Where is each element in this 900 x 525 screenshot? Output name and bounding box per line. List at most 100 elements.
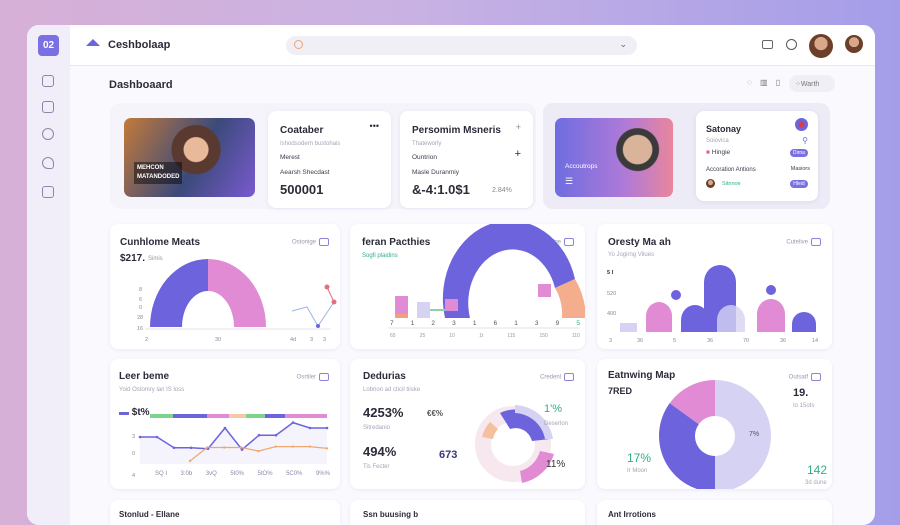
donut-segment-orange — [482, 422, 498, 439]
card-label: Masle Duranmiy — [412, 169, 459, 176]
search-input[interactable]: ⌄ — [286, 36, 637, 55]
palette-icon[interactable] — [42, 128, 54, 140]
donut-slice — [715, 380, 771, 489]
item-avatar — [706, 179, 715, 188]
card-subtitle: Thateworly — [412, 141, 442, 147]
data-point — [291, 445, 294, 448]
x-tick: 36 — [780, 338, 786, 344]
page-title: Dashboaard — [109, 79, 173, 91]
status-pill[interactable]: Hleid — [790, 180, 808, 188]
gauge-segment-pink — [208, 259, 266, 327]
screen-share-icon[interactable] — [762, 40, 773, 49]
more-icon[interactable]: ••• — [369, 121, 379, 131]
widget-bottom-1: Stonlud - Ellane — [110, 500, 340, 525]
data-point — [257, 433, 261, 437]
report-icon[interactable] — [42, 186, 54, 198]
hero-image[interactable]: MEHCON MATANDODED — [124, 118, 255, 197]
widget-title: Dedurias — [363, 371, 406, 382]
gauge-segment-purple — [150, 259, 208, 327]
leer-chart: 3 0 4 — [132, 414, 329, 479]
bar — [445, 299, 458, 311]
settings-icon[interactable] — [786, 39, 797, 50]
trend-line — [291, 301, 335, 327]
stat-label: Deserlon — [544, 421, 569, 427]
x-tick: 6 — [493, 320, 498, 327]
x-tick: 3 — [310, 337, 313, 343]
widget-title: Leer beme — [119, 371, 170, 382]
stat-value: 1'% — [544, 403, 562, 415]
x-tick: 3 — [452, 320, 456, 327]
chevron-down-icon[interactable]: ⌄ — [619, 39, 627, 49]
widget-bottom-2: Ssn buusing b — [350, 500, 585, 525]
top-header: Ceshbolaap ⌄ — [70, 25, 875, 66]
oresty-chart: 5 I 520 400 3 36 5 36 70 36 14 — [607, 265, 818, 344]
widget-bottom-3: Ant Irrotions — [597, 500, 832, 525]
x-tick: 36 — [637, 338, 643, 344]
secondary-avatar[interactable] — [845, 35, 863, 53]
stat-side: €€% — [427, 409, 444, 418]
document-icon[interactable]: ▯ — [775, 78, 781, 87]
widget-map: Eatnwing Map Outsatf 7RED 19. Io 15ots 7… — [597, 359, 832, 489]
widget-subtitle: 7RED — [608, 386, 633, 396]
promo-image[interactable]: Accoutrops ☰ — [555, 118, 673, 197]
data-point — [240, 448, 244, 451]
y-tick: 3 — [132, 434, 135, 440]
calendar-icon[interactable] — [42, 75, 54, 87]
add-icon[interactable]: + — [515, 122, 521, 132]
x-tick: 2 — [145, 337, 148, 343]
record-icon[interactable] — [795, 118, 808, 131]
widget-action[interactable]: Osrtiler — [297, 373, 329, 381]
card-title: Persomim Msneris — [412, 125, 501, 136]
widget-action[interactable]: Credenl — [540, 373, 574, 381]
x-tick: 5 — [576, 320, 580, 327]
widget-subtitle: Yoid Ostomry lan IS loss — [119, 387, 185, 393]
widget-action[interactable]: Cutelive — [786, 238, 821, 246]
status-pill[interactable]: Dirna — [790, 149, 808, 157]
stat-value: 19. — [793, 387, 809, 399]
x-tick: 3 — [534, 320, 539, 327]
stat-label: 3d dune — [805, 480, 827, 486]
data-point — [189, 446, 193, 450]
x-tick: 9 — [555, 320, 560, 327]
legend-band — [229, 414, 246, 418]
data-point — [325, 426, 329, 430]
card-label: Merest — [280, 154, 300, 161]
chart-icon[interactable]: ▥ — [760, 78, 768, 87]
legend-band — [246, 414, 265, 418]
user-avatar[interactable] — [809, 34, 833, 58]
arc-segment-orange — [555, 279, 585, 318]
item-label: Hingie — [711, 149, 731, 156]
toolbar-search[interactable]: ⁘Warth — [789, 75, 835, 92]
users-icon[interactable] — [42, 101, 54, 113]
user-search-icon[interactable]: ⚲ — [802, 136, 808, 145]
trend-point — [331, 299, 337, 305]
x-tick: 1 — [514, 320, 518, 327]
stat-value: 494% — [363, 444, 397, 459]
data-point — [223, 426, 227, 430]
bubble-bar — [646, 302, 672, 332]
stat-label: Tis Fecter — [363, 464, 390, 470]
card-satonay: Satonay ⚲ Soiovica ■ Hingie Dirna Accora… — [696, 111, 818, 201]
widget-oresty: Oresty Ma ah Cutelive Yo Jogirng Vilues … — [597, 224, 832, 349]
trend-point — [324, 284, 330, 290]
stat-value: 11% — [546, 459, 566, 470]
workspace-badge[interactable]: 02 — [38, 35, 59, 56]
key-icon[interactable] — [42, 157, 54, 169]
widget-title: feran Pacthies — [362, 237, 431, 248]
add-icon[interactable]: + — [514, 148, 521, 160]
refresh-icon[interactable]: ◌ — [747, 78, 752, 87]
legend-band — [150, 414, 173, 418]
menu-icon[interactable]: ☰ — [565, 176, 574, 186]
data-point — [274, 445, 277, 448]
widget-subtitle: Sogfi plaidins — [362, 253, 398, 259]
bar — [395, 296, 408, 318]
widget-action[interactable]: Ostonige — [292, 238, 329, 246]
promo-group: Accoutrops ☰ Satonay ⚲ Soiovica ■ Hingie… — [543, 103, 830, 209]
hero-group: MEHCON MATANDODED Coataber ••• Ishodsoder… — [110, 103, 536, 209]
data-point — [257, 449, 260, 453]
bar — [417, 302, 430, 318]
x-ticks-secondary: 65 25 10 1t 115 150 110 — [390, 333, 580, 339]
x-tick: 14 — [812, 338, 818, 344]
widget-action[interactable]: Outsatf — [789, 373, 821, 381]
x-tick: 1 — [410, 320, 415, 327]
